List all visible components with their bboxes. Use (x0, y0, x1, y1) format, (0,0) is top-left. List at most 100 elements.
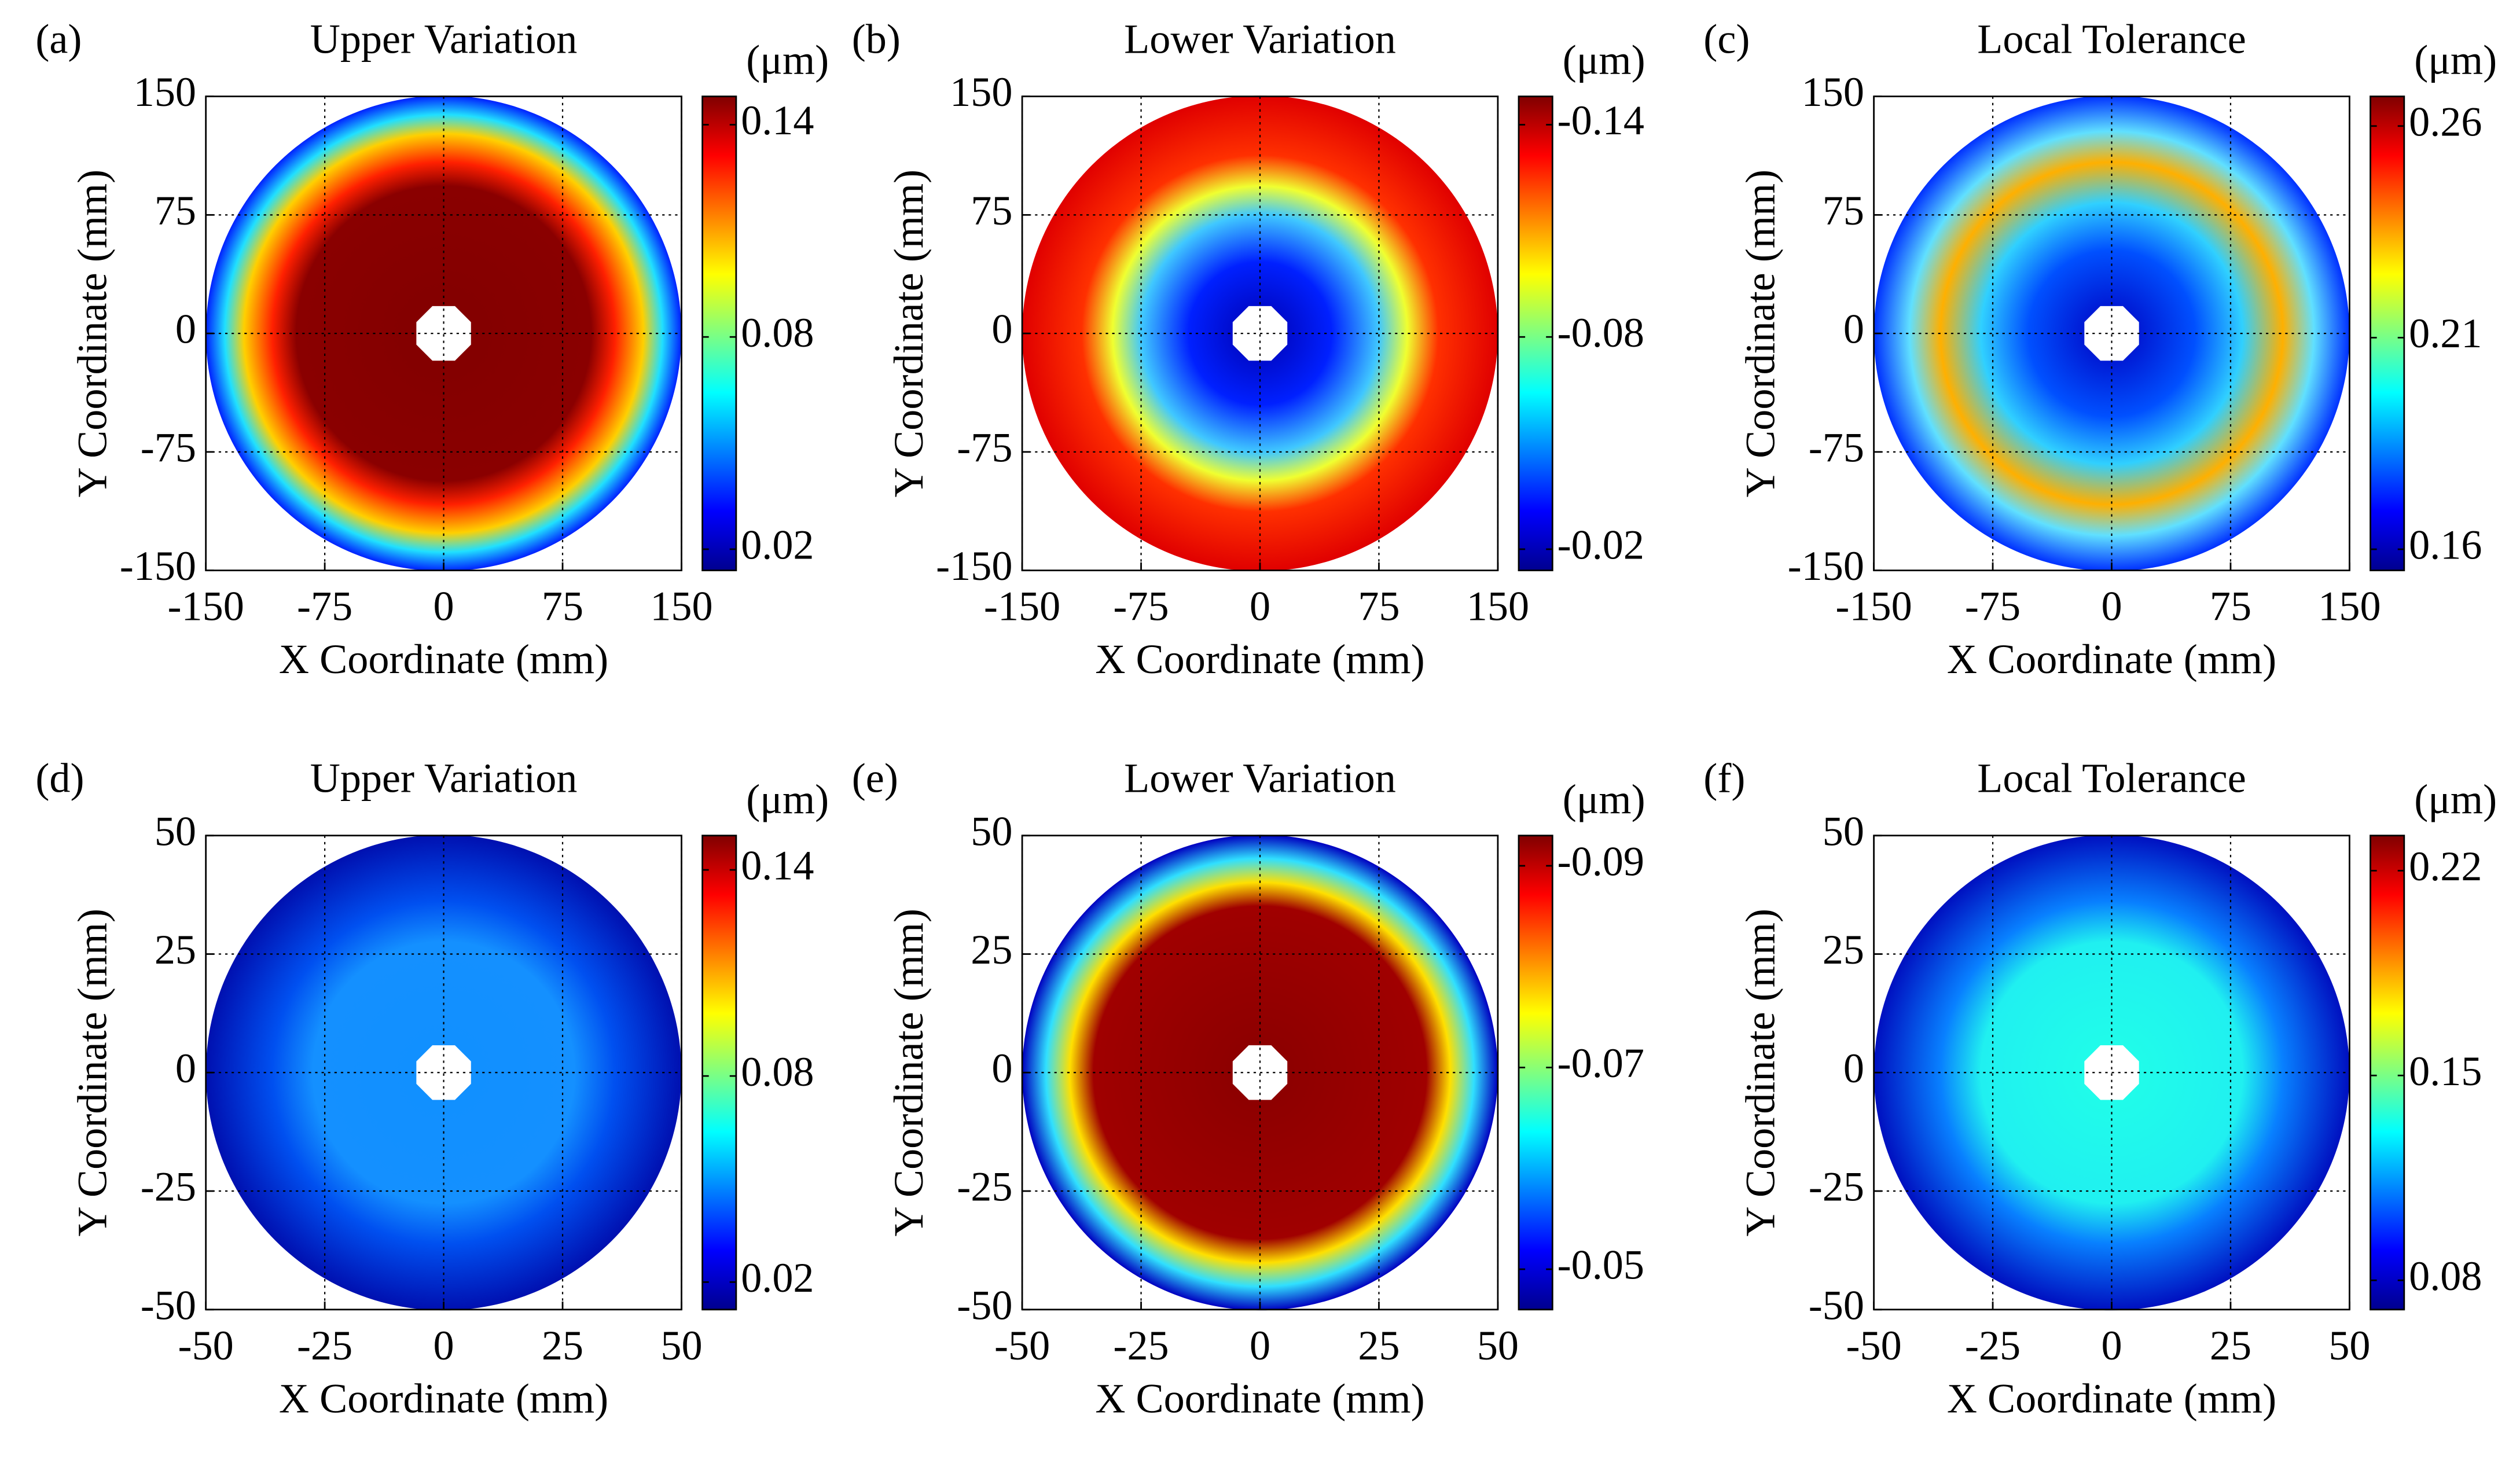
colorbar (701, 95, 737, 572)
colorbar-tick-label: 0.08 (2409, 1253, 2482, 1299)
colorbar-tick-label: -0.08 (1557, 310, 1644, 356)
colorbar-unit: (μm) (1563, 37, 1645, 83)
x-axis-label: X Coordinate (mm) (1095, 636, 1424, 682)
y-tick-label: 0 (1843, 1045, 1864, 1092)
y-tick-label: -75 (141, 424, 196, 471)
y-axis-label: Y Coordinate (mm) (1737, 909, 1783, 1237)
y-tick-label: 150 (950, 69, 1012, 115)
y-tick-label: 50 (971, 808, 1012, 854)
y-tick-label: 50 (1823, 808, 1864, 854)
y-tick-label: 0 (991, 1045, 1012, 1092)
panel-label: (b) (852, 16, 901, 63)
panel-label: (f) (1703, 755, 1745, 802)
y-tick-label: -50 (957, 1282, 1012, 1328)
y-axis-label: Y Coordinate (mm) (886, 909, 932, 1237)
panel-title: Upper Variation (310, 755, 578, 802)
y-tick-label: -75 (957, 424, 1012, 471)
x-axis-label: X Coordinate (mm) (1947, 636, 2276, 682)
y-axis-label: Y Coordinate (mm) (69, 909, 115, 1237)
colorbar-unit: (μm) (2414, 776, 2497, 822)
y-tick-label: -50 (1809, 1282, 1864, 1328)
colorbar-unit: (μm) (746, 37, 829, 83)
plot-frame (1021, 95, 1499, 572)
colorbar (701, 835, 737, 1311)
y-tick-label: -150 (120, 543, 196, 589)
colorbar-tick-label: 0.26 (2409, 98, 2482, 145)
x-tick-label: 0 (434, 1322, 454, 1369)
panel-title: Local Tolerance (1977, 16, 2246, 63)
colorbar-tick-label: 0.16 (2409, 522, 2482, 568)
plot-frame (1021, 835, 1499, 1311)
x-tick-label: 0 (2101, 583, 2122, 630)
y-tick-label: 0 (1843, 306, 1864, 352)
x-tick-label: 150 (650, 583, 712, 630)
panel-label: (a) (35, 16, 82, 63)
x-tick-label: -150 (984, 583, 1060, 630)
colorbar-tick-label: 0.02 (741, 1255, 814, 1301)
colorbar-tick-label: 0.21 (2409, 310, 2482, 357)
x-tick-label: 150 (1467, 583, 1529, 630)
plot-frame (205, 835, 682, 1311)
y-tick-label: 25 (1823, 927, 1864, 973)
x-tick-label: -150 (168, 583, 244, 630)
y-tick-label: 75 (155, 188, 196, 234)
colorbar-tick-label: -0.05 (1557, 1242, 1644, 1288)
x-tick-label: -50 (1846, 1322, 1901, 1369)
colorbar (1518, 835, 1553, 1311)
colorbar-unit: (μm) (1563, 776, 1645, 822)
plot-frame (1873, 835, 2350, 1311)
x-tick-label: 50 (660, 1322, 702, 1369)
plot-frame (1873, 95, 2350, 572)
y-tick-label: 50 (155, 808, 196, 854)
y-tick-label: 0 (175, 1045, 196, 1092)
panel-title: Local Tolerance (1977, 755, 2246, 802)
colorbar (2370, 95, 2405, 572)
panel-title: Lower Variation (1124, 755, 1396, 802)
y-tick-label: -25 (957, 1164, 1012, 1210)
y-tick-label: 25 (971, 927, 1012, 973)
x-tick-label: -50 (178, 1322, 234, 1369)
colorbar-tick-label: 0.14 (741, 97, 814, 144)
plot-frame (205, 95, 682, 572)
x-tick-label: -75 (1965, 583, 2021, 630)
colorbar-tick-label: 0.08 (741, 1049, 814, 1095)
x-axis-label: X Coordinate (mm) (1095, 1375, 1424, 1421)
y-axis-label: Y Coordinate (mm) (886, 170, 932, 498)
panel-label: (c) (1703, 16, 1750, 63)
x-tick-label: 50 (1477, 1322, 1519, 1369)
x-tick-label: -75 (297, 583, 352, 630)
x-tick-label: 50 (2328, 1322, 2370, 1369)
colorbar-tick-label: -0.14 (1557, 97, 1644, 144)
y-tick-label: -150 (936, 543, 1012, 589)
y-tick-label: 150 (134, 69, 196, 115)
colorbar-tick-label: 0.08 (741, 310, 814, 356)
x-axis-label: X Coordinate (mm) (1947, 1375, 2276, 1421)
x-tick-label: 0 (434, 583, 454, 630)
y-tick-label: -75 (1809, 424, 1864, 471)
colorbar-tick-label: -0.07 (1557, 1040, 1644, 1086)
y-tick-label: 75 (1823, 188, 1864, 234)
x-tick-label: -50 (994, 1322, 1050, 1369)
colorbar-tick-label: 0.02 (741, 522, 814, 568)
x-tick-label: 0 (1250, 583, 1270, 630)
x-tick-label: 25 (1358, 1322, 1399, 1369)
panel-label: (d) (35, 755, 84, 802)
colorbar (1518, 95, 1553, 572)
y-tick-label: -25 (1809, 1164, 1864, 1210)
x-tick-label: -75 (1113, 583, 1169, 630)
y-tick-label: 150 (1802, 69, 1864, 115)
panel-title: Upper Variation (310, 16, 578, 63)
x-tick-label: -25 (1113, 1322, 1169, 1369)
colorbar-tick-label: 0.15 (2409, 1048, 2482, 1094)
y-tick-label: -50 (141, 1282, 196, 1328)
y-tick-label: 75 (971, 188, 1012, 234)
x-tick-label: 0 (2101, 1322, 2122, 1369)
colorbar-tick-label: -0.09 (1557, 839, 1644, 885)
colorbar-tick-label: 0.14 (741, 843, 814, 889)
x-tick-label: 150 (2318, 583, 2381, 630)
colorbar (2370, 835, 2405, 1311)
x-tick-label: -150 (1835, 583, 1912, 630)
y-tick-label: -25 (141, 1164, 196, 1210)
x-tick-label: 75 (1358, 583, 1399, 630)
